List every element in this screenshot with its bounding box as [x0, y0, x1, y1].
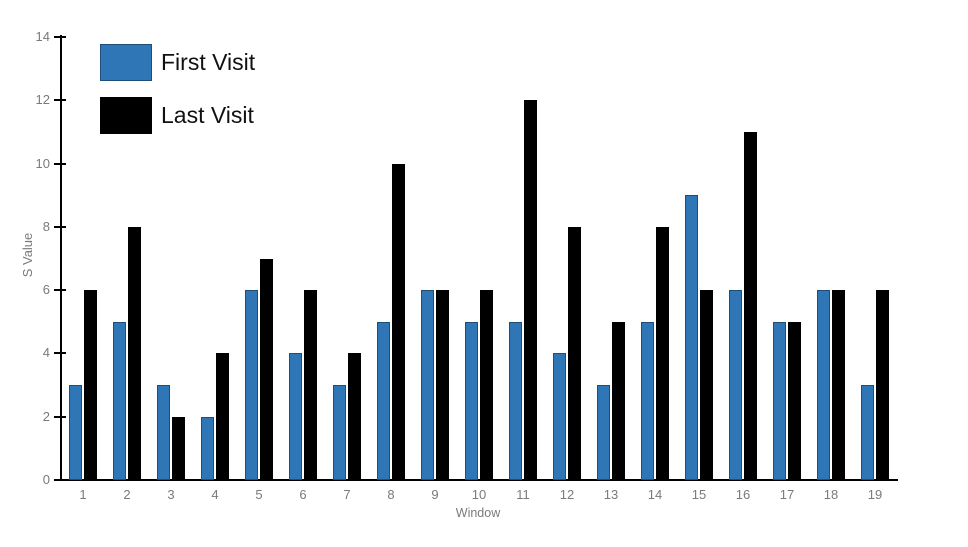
bar-last-visit-window-10	[480, 290, 493, 480]
bar-last-visit-window-14	[656, 226, 669, 480]
x-tick-label: 2	[123, 487, 131, 502]
bar-last-visit-window-2	[128, 226, 141, 480]
y-tick-mark	[54, 225, 66, 228]
bar-first-visit-window-18	[817, 290, 830, 480]
x-tick-label: 9	[431, 487, 439, 502]
x-tick-label: 18	[823, 487, 839, 502]
legend-item-last-visit: Last Visit	[100, 97, 255, 134]
x-axis-line	[59, 479, 898, 481]
bar-first-visit-window-15	[685, 195, 698, 480]
legend-label-last-visit: Last Visit	[161, 102, 254, 128]
y-tick-label: 0	[42, 472, 50, 487]
bar-first-visit-window-4	[201, 416, 214, 480]
y-tick-label: 12	[35, 92, 50, 108]
x-tick-label: 8	[387, 487, 395, 502]
bar-first-visit-window-12	[553, 353, 566, 480]
y-axis-line	[60, 35, 62, 481]
y-tick-label: 10	[35, 155, 50, 171]
y-tick-label: 8	[42, 218, 50, 234]
bar-last-visit-window-17	[788, 321, 801, 480]
y-tick-label: 2	[42, 408, 50, 424]
y-tick-mark	[54, 99, 66, 102]
legend-item-first-visit: First Visit	[100, 44, 255, 81]
y-tick-mark	[54, 479, 66, 481]
y-tick-mark	[54, 415, 66, 418]
x-tick-label: 7	[343, 487, 351, 502]
bar-first-visit-window-10	[465, 321, 478, 480]
x-tick-label: 17	[779, 487, 795, 502]
x-tick-label: 14	[647, 487, 663, 502]
bar-last-visit-window-13	[612, 321, 625, 480]
bar-last-visit-window-9	[436, 290, 449, 480]
x-tick-label: 16	[735, 487, 751, 502]
bar-first-visit-window-2	[113, 321, 126, 480]
legend: First Visit Last Visit	[100, 44, 255, 150]
bar-last-visit-window-6	[304, 290, 317, 480]
y-axis-title: S Value	[20, 232, 35, 278]
bar-first-visit-window-8	[377, 321, 390, 480]
bar-first-visit-window-3	[157, 385, 170, 480]
x-tick-label: 10	[471, 487, 487, 502]
bar-last-visit-window-16	[744, 131, 757, 480]
first-visit-swatch	[100, 44, 152, 81]
x-tick-label: 4	[211, 487, 219, 502]
y-tick-mark	[54, 289, 66, 292]
x-tick-label: 3	[167, 487, 175, 502]
bar-first-visit-window-5	[245, 290, 258, 480]
y-tick-label: 4	[42, 345, 50, 361]
y-tick-label: 14	[35, 29, 50, 44]
bar-last-visit-window-1	[84, 290, 97, 480]
bar-first-visit-window-17	[773, 321, 786, 480]
bar-last-visit-window-8	[392, 163, 405, 480]
x-tick-label: 6	[299, 487, 307, 502]
bar-first-visit-window-7	[333, 385, 346, 480]
bar-first-visit-window-11	[509, 321, 522, 480]
bar-first-visit-window-13	[597, 385, 610, 480]
bar-last-visit-window-15	[700, 290, 713, 480]
x-tick-label: 19	[867, 487, 883, 502]
bar-first-visit-window-16	[729, 290, 742, 480]
x-tick-label: 15	[691, 487, 707, 502]
bar-first-visit-window-19	[861, 385, 874, 480]
x-tick-label: 5	[255, 487, 263, 502]
bar-first-visit-window-14	[641, 321, 654, 480]
bar-first-visit-window-6	[289, 353, 302, 480]
bar-first-visit-window-1	[69, 385, 82, 480]
y-tick-mark	[54, 352, 66, 355]
x-tick-label: 12	[559, 487, 575, 502]
legend-label-first-visit: First Visit	[161, 49, 256, 75]
x-tick-label: 13	[603, 487, 619, 502]
y-tick-label: 6	[42, 282, 50, 298]
bar-last-visit-window-3	[172, 416, 185, 480]
y-tick-mark	[54, 36, 66, 38]
x-tick-label: 1	[79, 487, 87, 502]
bar-last-visit-window-11	[524, 100, 537, 480]
y-tick-mark	[54, 162, 66, 165]
x-tick-label: 11	[516, 487, 530, 502]
bar-last-visit-window-4	[216, 353, 229, 480]
bar-last-visit-window-12	[568, 226, 581, 480]
bar-last-visit-window-18	[832, 290, 845, 480]
bar-last-visit-window-7	[348, 353, 361, 480]
bar-first-visit-window-9	[421, 290, 434, 480]
bar-last-visit-window-5	[260, 258, 273, 480]
x-axis-title: Window	[455, 506, 501, 520]
last-visit-swatch	[100, 97, 152, 134]
bar-last-visit-window-19	[876, 290, 889, 480]
